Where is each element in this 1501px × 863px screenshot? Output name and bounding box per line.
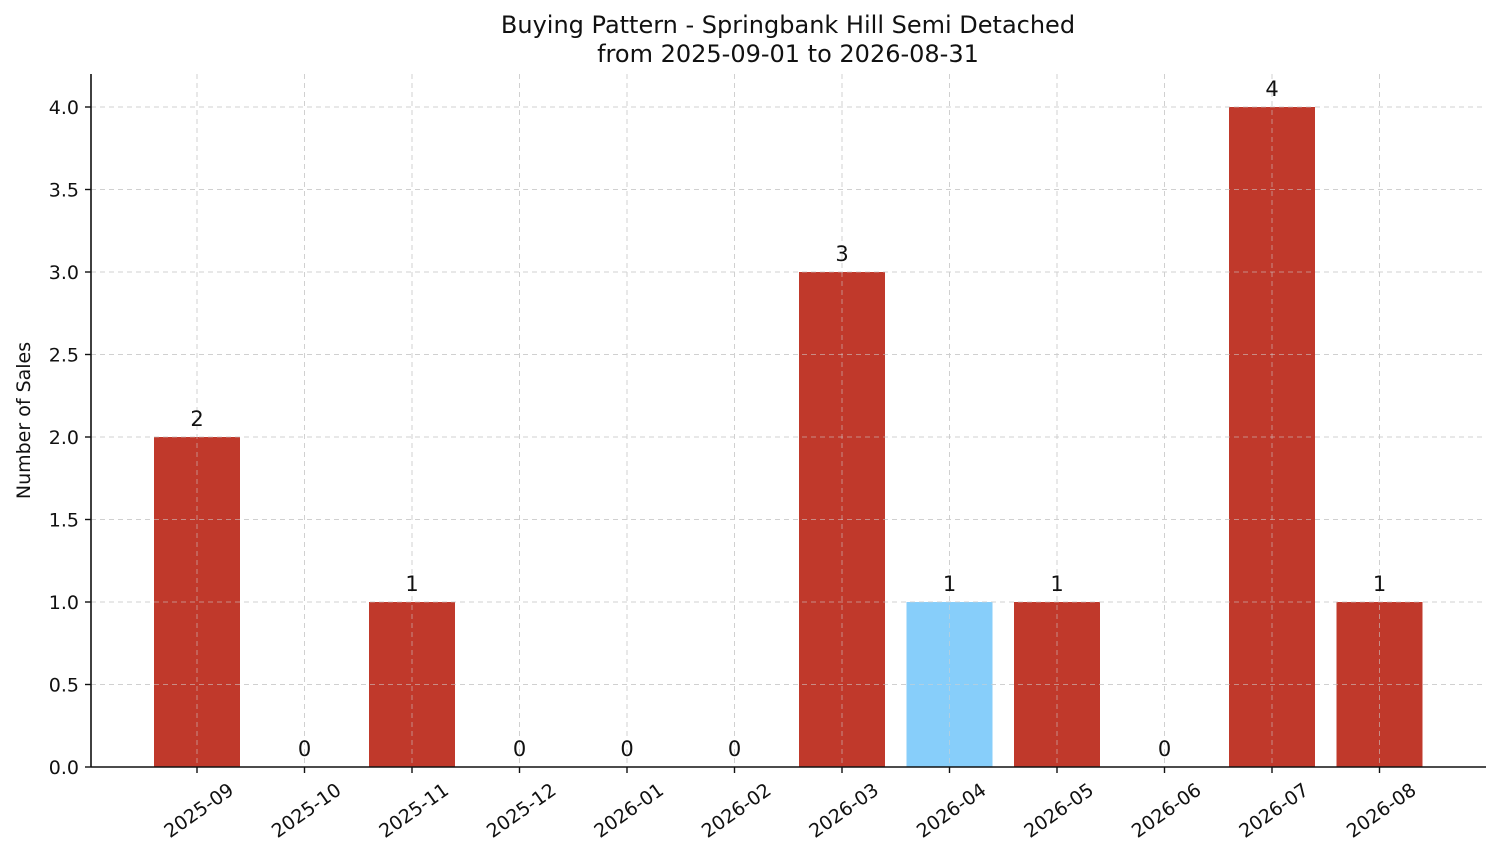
x-tick-label: 2026-07 [1235,779,1313,843]
data-label-2026-06: 0 [1158,737,1171,761]
y-tick-label: 0.5 [49,675,79,697]
data-label-2026-08: 1 [1373,572,1386,596]
data-label-2026-03: 3 [835,242,848,266]
x-tick-label: 2025-12 [483,779,561,843]
data-label-2025-10: 0 [298,737,311,761]
x-tick-label: 2026-03 [805,779,883,843]
y-tick-label: 3.0 [49,262,79,284]
data-label-2026-07: 4 [1265,77,1278,101]
x-tick-label: 2026-05 [1020,779,1098,843]
x-tick-label: 2026-04 [913,779,991,843]
y-tick-label: 1.0 [49,592,79,614]
data-label-2025-11: 1 [405,572,418,596]
data-label-2026-05: 1 [1050,572,1063,596]
data-label-2025-09: 2 [190,407,203,431]
y-tick-label: 1.5 [49,510,79,532]
y-axis-label: Number of Sales [13,342,35,499]
x-tick-label: 2025-10 [268,779,346,843]
y-tick-label: 4.0 [49,97,79,119]
data-labels: 2 0 1 0 0 0 3 1 1 0 4 1 [190,77,1386,761]
x-tick-label: 2025-11 [375,779,453,843]
chart-subtitle: from 2025-09-01 to 2026-08-31 [597,40,979,68]
chart-title: Buying Pattern - Springbank Hill Semi De… [501,11,1075,39]
x-tick-label: 2026-01 [590,779,668,843]
data-label-2026-02: 0 [728,737,741,761]
x-tick-label: 2026-02 [698,779,776,843]
y-tick-label: 3.5 [49,180,79,202]
y-tick-label: 0.0 [49,757,79,779]
data-label-2025-12: 0 [513,737,526,761]
y-tick-label: 2.5 [49,345,79,367]
x-tick-label: 2025-09 [160,779,238,843]
data-label-2026-01: 0 [620,737,633,761]
data-label-2026-04: 1 [943,572,956,596]
bars [91,74,1486,768]
x-tick-label: 2026-06 [1128,779,1206,843]
x-tick-label: 2026-08 [1343,779,1421,843]
y-tick-label: 2.0 [49,427,79,449]
